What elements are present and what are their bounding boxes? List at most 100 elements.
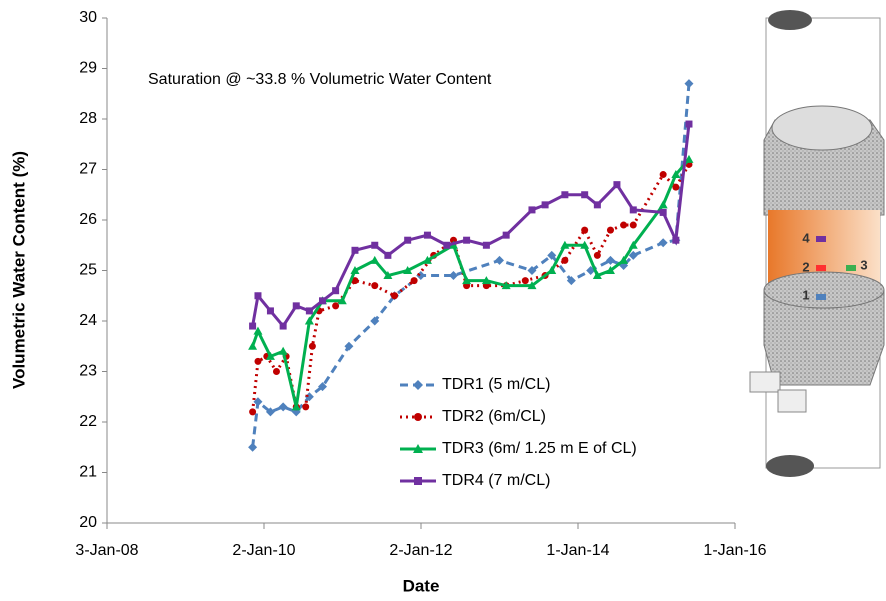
- sensor: [816, 265, 826, 271]
- marker: [248, 341, 258, 350]
- marker: [370, 316, 380, 326]
- marker: [448, 271, 458, 281]
- marker: [566, 276, 576, 286]
- marker: [541, 201, 549, 209]
- marker: [685, 120, 693, 128]
- marker: [672, 236, 680, 244]
- marker: [605, 255, 615, 265]
- legend-label: TDR3 (6m/ 1.25 m E of CL): [442, 440, 637, 457]
- marker: [317, 382, 327, 392]
- series-line: [251, 163, 691, 413]
- marker: [351, 246, 359, 254]
- marker: [254, 357, 262, 365]
- marker: [278, 346, 288, 355]
- marker: [292, 302, 300, 310]
- marker: [332, 287, 340, 295]
- marker: [547, 250, 557, 260]
- marker: [384, 251, 392, 259]
- marker: [462, 276, 472, 285]
- marker: [318, 297, 326, 305]
- marker: [606, 226, 614, 234]
- sensor-label: 1: [802, 287, 809, 302]
- marker: [371, 241, 379, 249]
- x-tick-label: 2-Jan-10: [232, 542, 295, 559]
- annotation: Saturation @ ~33.8 % Volumetric Water Co…: [148, 71, 492, 88]
- y-tick-label: 23: [79, 363, 97, 380]
- marker: [414, 477, 422, 485]
- marker: [527, 266, 537, 275]
- marker: [581, 226, 589, 234]
- marker: [278, 402, 288, 412]
- diagram: 4 2 3 1: [749, 10, 885, 477]
- marker: [481, 276, 491, 285]
- marker: [272, 368, 280, 375]
- sensor: [846, 265, 856, 271]
- marker: [684, 79, 694, 89]
- marker: [629, 221, 637, 229]
- y-tick-label: 22: [79, 413, 97, 430]
- legend: TDR1 (5 m/CL) TDR2 (6m/CL) TDR3 (6m/ 1.25 …: [400, 376, 637, 489]
- bottom-cap: [766, 455, 814, 477]
- marker: [619, 255, 629, 264]
- legend-label: TDR2 (6m/CL): [442, 408, 546, 425]
- marker: [502, 231, 510, 239]
- marker: [413, 444, 423, 453]
- top-cap: [768, 10, 812, 30]
- marker: [482, 241, 490, 249]
- sensor-label: 3: [860, 257, 867, 272]
- y-tick-label: 27: [79, 161, 97, 178]
- marker: [659, 208, 667, 216]
- legend-label: TDR1 (5 m/CL): [442, 376, 550, 393]
- marker: [495, 255, 504, 265]
- marker: [443, 241, 451, 249]
- y-tick-label: 26: [79, 211, 97, 228]
- marker: [620, 221, 628, 229]
- box: [749, 371, 781, 393]
- marker: [249, 322, 257, 330]
- marker: [580, 240, 590, 249]
- marker: [410, 277, 418, 285]
- x-axis-title: Date: [403, 576, 440, 595]
- marker: [593, 201, 601, 209]
- marker: [350, 266, 360, 274]
- sensor-label: 2: [802, 259, 809, 274]
- marker: [416, 271, 426, 281]
- marker: [304, 316, 314, 325]
- marker: [302, 403, 310, 411]
- y-tick-label: 29: [79, 60, 97, 77]
- marker: [561, 256, 569, 264]
- y-tick-label: 28: [79, 110, 97, 127]
- marker: [253, 326, 263, 335]
- sensor: [816, 236, 826, 242]
- y-tick-label: 21: [79, 464, 97, 481]
- marker: [581, 191, 589, 199]
- marker: [658, 238, 668, 248]
- marker: [527, 281, 537, 290]
- sensor-label: 4: [802, 230, 810, 245]
- marker: [351, 277, 359, 285]
- legend-label: TDR4 (7 m/CL): [442, 472, 550, 489]
- x-tick-label: 1-Jan-16: [703, 542, 766, 559]
- y-tick-label: 25: [79, 262, 97, 279]
- y-tick-label: 24: [79, 312, 97, 329]
- marker: [254, 292, 262, 300]
- marker: [344, 341, 354, 351]
- marker: [628, 250, 638, 260]
- marker: [593, 251, 601, 259]
- marker: [463, 236, 471, 244]
- marker: [403, 266, 413, 274]
- marker: [672, 183, 680, 191]
- lower-top: [763, 271, 885, 309]
- x-tick-label: 3-Jan-08: [75, 542, 138, 559]
- marker: [560, 240, 570, 249]
- marker: [659, 171, 667, 179]
- marker: [561, 191, 569, 199]
- marker: [337, 296, 347, 305]
- marker: [279, 322, 287, 330]
- cone-top: [771, 105, 873, 151]
- marker: [547, 266, 557, 274]
- marker: [371, 282, 379, 290]
- y-tick-label: 30: [79, 9, 97, 26]
- marker: [305, 307, 313, 315]
